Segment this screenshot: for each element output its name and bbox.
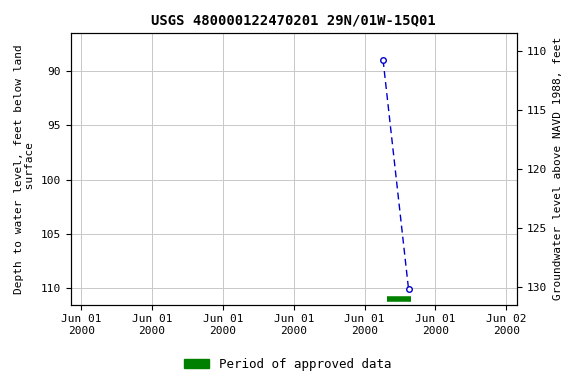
Title: USGS 480000122470201 29N/01W-15Q01: USGS 480000122470201 29N/01W-15Q01 bbox=[151, 13, 436, 28]
Y-axis label: Depth to water level, feet below land
 surface: Depth to water level, feet below land su… bbox=[13, 44, 35, 294]
Y-axis label: Groundwater level above NAVD 1988, feet: Groundwater level above NAVD 1988, feet bbox=[552, 37, 563, 300]
Legend: Period of approved data: Period of approved data bbox=[179, 353, 397, 376]
